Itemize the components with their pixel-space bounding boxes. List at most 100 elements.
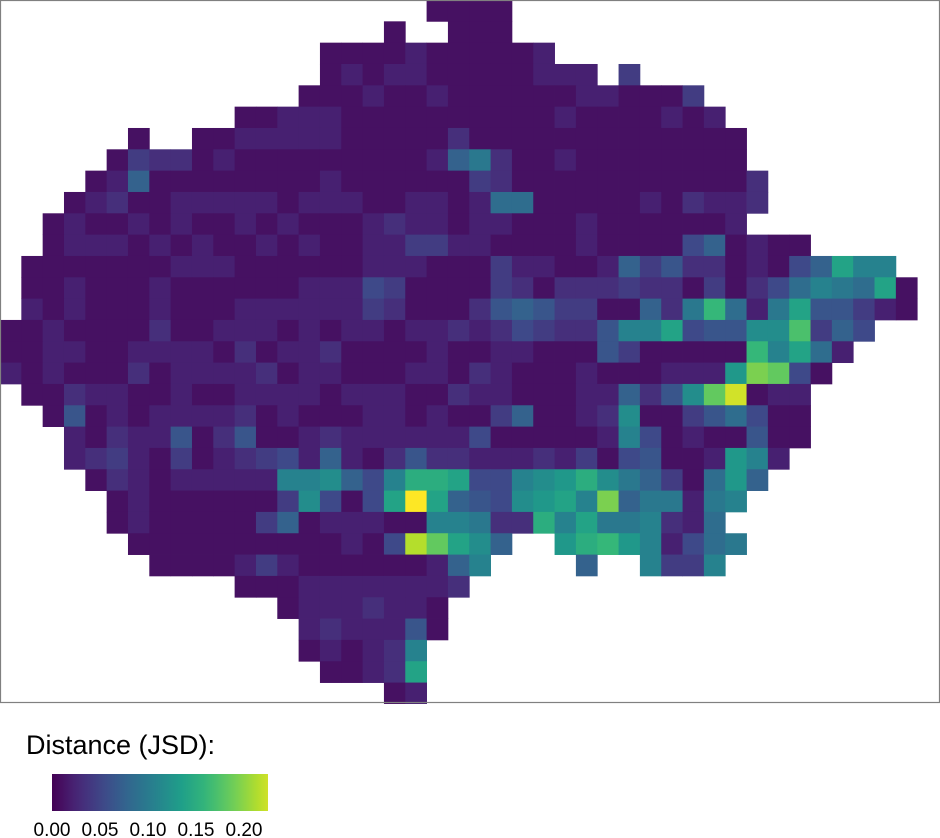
raster-cell	[682, 149, 705, 172]
raster-cell	[170, 234, 193, 257]
raster-cell	[725, 490, 747, 513]
raster-cell	[533, 447, 555, 470]
raster-cell	[234, 575, 257, 598]
raster-cell	[405, 362, 427, 385]
raster-cell	[533, 213, 555, 236]
raster-cell	[639, 490, 662, 513]
raster-cell	[298, 469, 321, 491]
raster-cell	[810, 319, 833, 342]
raster-cell	[149, 362, 172, 385]
raster-cell	[362, 106, 385, 129]
raster-cell	[554, 255, 577, 278]
raster-cell	[490, 469, 513, 491]
raster-cell	[149, 554, 172, 577]
raster-cell	[149, 319, 172, 342]
raster-cell	[191, 405, 214, 427]
raster-cell	[682, 213, 705, 236]
raster-cell	[213, 341, 236, 364]
raster-cell	[767, 255, 790, 278]
raster-cell	[149, 170, 172, 193]
raster-cell	[511, 405, 534, 427]
raster-cell	[490, 447, 513, 470]
raster-cell	[618, 469, 641, 491]
raster-cell	[127, 383, 150, 406]
raster-cell	[597, 298, 619, 321]
raster-cell	[618, 511, 641, 534]
raster-cell	[298, 362, 321, 385]
raster-cell	[426, 405, 449, 427]
raster-cell	[277, 383, 300, 406]
raster-cell	[469, 213, 491, 236]
raster-cell	[533, 149, 555, 172]
raster-cell	[703, 447, 726, 470]
raster-cell	[533, 426, 555, 449]
raster-cell	[85, 447, 108, 470]
raster-cell	[682, 234, 705, 257]
raster-cell	[21, 383, 44, 406]
raster-cell	[554, 447, 577, 470]
raster-cell	[511, 277, 534, 300]
raster-cell	[469, 554, 491, 577]
raster-cell	[597, 106, 619, 129]
raster-cell	[42, 234, 65, 257]
raster-cell	[682, 383, 705, 406]
raster-cell	[319, 85, 342, 108]
raster-cell	[511, 127, 534, 150]
raster-cell	[682, 362, 705, 385]
raster-cell	[170, 511, 193, 534]
raster-cell	[447, 575, 470, 598]
raster-cell	[42, 277, 65, 300]
raster-cell	[533, 469, 555, 491]
raster-cell	[341, 127, 364, 150]
raster-cell	[383, 575, 406, 598]
raster-cell	[426, 597, 449, 619]
raster-cell	[703, 277, 726, 300]
raster-cell	[234, 213, 257, 236]
raster-cell	[618, 255, 641, 278]
raster-cell	[191, 149, 214, 172]
raster-cell	[682, 319, 705, 342]
raster-cell	[319, 575, 342, 598]
raster-cell	[85, 170, 108, 193]
raster-cell	[511, 85, 534, 108]
raster-cell	[298, 405, 321, 427]
raster-cell	[533, 490, 555, 513]
raster-cell	[298, 341, 321, 364]
raster-cell	[255, 469, 278, 491]
raster-cell	[447, 490, 470, 513]
raster-cell	[639, 149, 662, 172]
raster-cell	[362, 511, 385, 534]
raster-cell	[362, 469, 385, 491]
raster-cell	[362, 405, 385, 427]
raster-cell	[255, 490, 278, 513]
raster-cell	[106, 511, 129, 534]
raster-cell	[405, 106, 427, 129]
raster-cell	[298, 426, 321, 449]
raster-cell	[426, 575, 449, 598]
raster-cell	[554, 405, 577, 427]
raster-cell	[298, 575, 321, 598]
raster-cell	[191, 383, 214, 406]
raster-cell	[191, 490, 214, 513]
raster-cell	[234, 426, 257, 449]
raster-cell	[213, 511, 236, 534]
raster-cell	[426, 298, 449, 321]
raster-cell	[170, 213, 193, 236]
raster-cell	[149, 511, 172, 534]
raster-cell	[362, 63, 385, 86]
raster-cell	[618, 362, 641, 385]
raster-cell	[0, 319, 22, 342]
raster-cell	[383, 85, 406, 108]
raster-cell	[725, 213, 747, 236]
raster-cell	[213, 426, 236, 449]
raster-cell	[661, 447, 683, 470]
raster-cell	[725, 149, 747, 172]
raster-cell	[319, 42, 342, 65]
raster-cell	[170, 405, 193, 427]
raster-cell	[554, 127, 577, 150]
raster-cell	[746, 277, 769, 300]
raster-cell	[170, 277, 193, 300]
raster-cell	[127, 234, 150, 257]
raster-cell	[298, 298, 321, 321]
raster-cell	[362, 85, 385, 108]
